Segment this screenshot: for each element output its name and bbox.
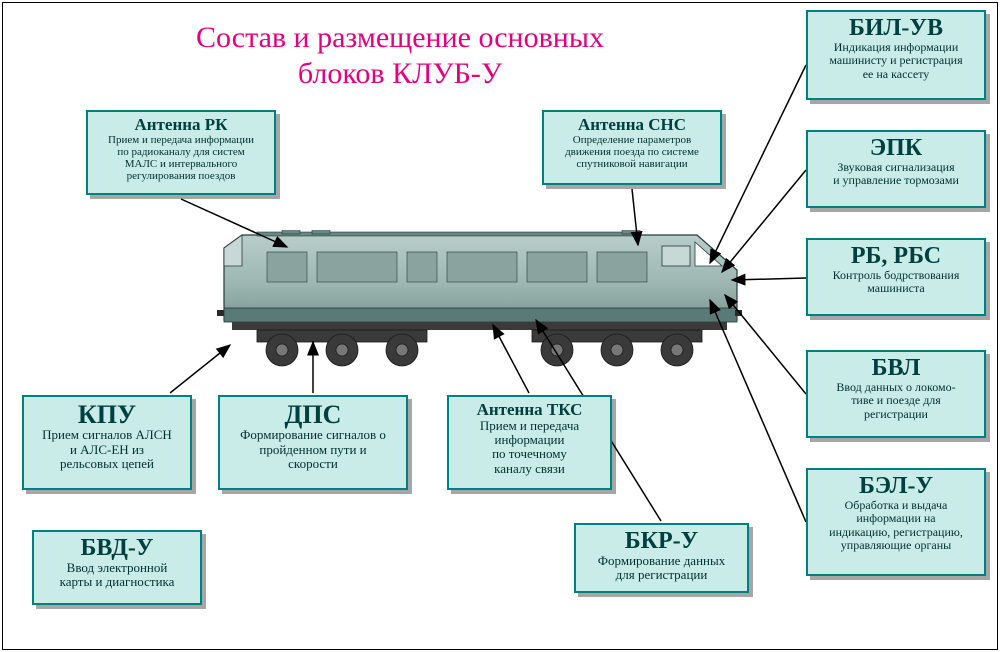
label-box-epk: ЭПКЗвуковая сигнализация и управление то… bbox=[806, 130, 986, 208]
label-title: Антенна СНС bbox=[550, 116, 714, 134]
label-title: ЭПК bbox=[814, 136, 978, 161]
label-desc: Прием и передача информации по радиокана… bbox=[94, 134, 268, 182]
label-title: РБ, РБС bbox=[814, 244, 978, 269]
label-desc: Звуковая сигнализация и управление тормо… bbox=[814, 161, 978, 187]
label-title: ДПС bbox=[226, 401, 400, 428]
label-box-bel-u: БЭЛ-УОбработка и выдача информации на ин… bbox=[806, 468, 986, 576]
label-title: КПУ bbox=[30, 401, 184, 428]
diagram-title: Состав и размещение основных блоков КЛУБ… bbox=[0, 20, 800, 92]
label-desc: Ввод электронной карты и диагностика bbox=[40, 561, 194, 590]
label-title: БЭЛ-У bbox=[814, 474, 978, 499]
label-box-bvl: БВЛВвод данных о локомо- тиве и поезде д… bbox=[806, 350, 986, 438]
label-title: БВД-У bbox=[40, 536, 194, 561]
label-box-bil-uv: БИЛ-УВИндикация информации машинисту и р… bbox=[806, 10, 986, 100]
label-box-bvd-u: БВД-УВвод электронной карты и диагностик… bbox=[32, 530, 202, 605]
label-title: БВЛ bbox=[814, 356, 978, 381]
label-desc: Прием сигналов АЛСН и АЛС-ЕН из рельсовы… bbox=[30, 428, 184, 471]
label-box-dps: ДПСФормирование сигналов о пройденном пу… bbox=[218, 395, 408, 490]
label-title: БКР-У bbox=[582, 529, 741, 554]
label-desc: Индикация информации машинисту и регистр… bbox=[814, 41, 978, 81]
label-desc: Ввод данных о локомо- тиве и поезде для … bbox=[814, 381, 978, 421]
locomotive-drawing bbox=[217, 230, 742, 370]
label-title: БИЛ-УВ bbox=[814, 16, 978, 41]
label-box-antenna-rk: Антенна РКПрием и передача информации по… bbox=[86, 110, 276, 195]
label-desc: Формирование данных для регистрации bbox=[582, 554, 741, 583]
label-box-kpu: КПУПрием сигналов АЛСН и АЛС-ЕН из рельс… bbox=[22, 395, 192, 490]
label-desc: Прием и передача информации по точечному… bbox=[455, 419, 604, 476]
label-title: Антенна РК bbox=[94, 116, 268, 134]
label-title: Антенна ТКС bbox=[455, 401, 604, 419]
label-box-bkr-u: БКР-УФормирование данных для регистрации bbox=[574, 523, 749, 593]
label-desc: Формирование сигналов о пройденном пути … bbox=[226, 428, 400, 471]
label-box-antenna-sns: Антенна СНСОпределение параметров движен… bbox=[542, 110, 722, 185]
label-desc: Контроль бодрствования машиниста bbox=[814, 269, 978, 295]
label-box-antenna-tks: Антенна ТКСПрием и передача информации п… bbox=[447, 395, 612, 490]
label-desc: Определение параметров движения поезда п… bbox=[550, 134, 714, 170]
label-desc: Обработка и выдача информации на индикац… bbox=[814, 499, 978, 552]
label-box-rb-rbs: РБ, РБСКонтроль бодрствования машиниста bbox=[806, 238, 986, 316]
